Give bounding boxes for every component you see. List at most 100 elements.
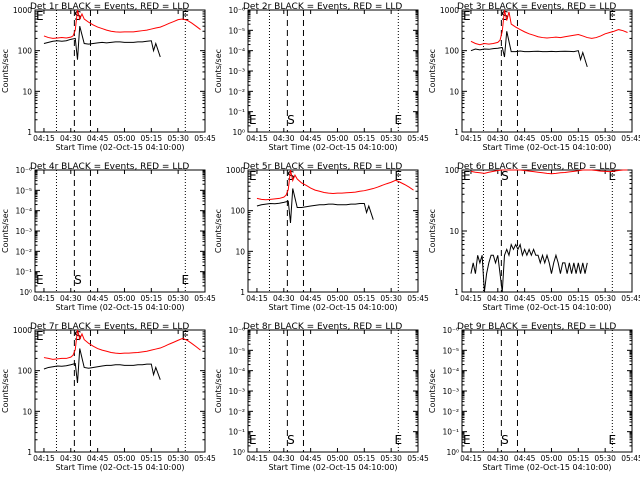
- y-tick-label: 10⁻¹: [228, 108, 245, 117]
- marker-s: S: [74, 273, 82, 287]
- x-tick-label: 05:45: [407, 294, 429, 303]
- x-tick-label: 04:45: [300, 454, 322, 463]
- y-tick-label: 10⁻³: [15, 227, 32, 236]
- x-tick-label: 04:45: [514, 454, 536, 463]
- marker-e-left: E: [249, 113, 257, 127]
- x-tick-label: 04:15: [33, 134, 55, 143]
- y-tick-label: 10: [235, 247, 245, 256]
- y-tick-label: 10⁻³: [442, 387, 459, 396]
- y-axis-label: Counts/sec: [1, 209, 10, 253]
- y-tick-label: 100: [231, 207, 246, 216]
- panel-title: Det 5r BLACK = Events, RED = LLD: [243, 162, 402, 172]
- y-tick-label: 10⁻¹: [15, 268, 32, 277]
- chart-panel-9r: Det 9r BLACK = Events, RED = LLD 04:15 04:…: [428, 322, 640, 472]
- x-tick-label: 05:00: [114, 294, 136, 303]
- x-tick-label: 05:45: [407, 454, 429, 463]
- x-axis-label: Start Time (02-Oct-15 04:10:00): [482, 463, 611, 472]
- plot-frame: [34, 329, 206, 453]
- y-tick-label: 10⁰: [232, 128, 245, 137]
- x-tick-label: 05:45: [621, 454, 640, 463]
- x-tick-label: 05:45: [621, 134, 640, 143]
- x-axis-label: Start Time (02-Oct-15 04:10:00): [55, 143, 184, 152]
- x-tick-label: 05:15: [141, 454, 163, 463]
- panel-title: Det 6r BLACK = Events, RED = LLD: [457, 162, 616, 172]
- panel-title: Det 9r BLACK = Events, RED = LLD: [457, 322, 616, 332]
- y-tick-label: 100: [18, 367, 33, 376]
- plot-frame: [461, 329, 633, 453]
- marker-e-left: E: [249, 169, 257, 183]
- marker-e-right: E: [395, 169, 403, 183]
- x-tick-label: 04:45: [87, 134, 109, 143]
- x-tick-label: 05:30: [594, 134, 616, 143]
- plot-frame: [461, 9, 633, 133]
- y-tick-label: 10⁻⁶: [442, 326, 459, 335]
- marker-s: S: [287, 433, 295, 447]
- y-axis-label: Counts/sec: [428, 369, 437, 413]
- x-tick-label: 04:30: [60, 134, 82, 143]
- y-tick-label: 10⁻⁴: [228, 367, 245, 376]
- x-tick-label: 04:45: [300, 134, 322, 143]
- x-tick-label: 04:15: [460, 294, 482, 303]
- x-axis-label: Start Time (02-Oct-15 04:10:00): [482, 143, 611, 152]
- x-tick-label: 04:15: [246, 134, 268, 143]
- x-tick-label: 05:30: [380, 454, 402, 463]
- x-tick-label: 04:15: [460, 454, 482, 463]
- chart-panel-7r: Det 7r BLACK = Events, RED = LLD 04:15 04:…: [1, 322, 216, 472]
- marker-s: S: [501, 9, 509, 23]
- y-axis-label: Counts/sec: [1, 49, 10, 93]
- marker-s: S: [287, 113, 295, 127]
- panel-title: Det 7r BLACK = Events, RED = LLD: [30, 322, 189, 332]
- x-tick-label: 05:30: [594, 454, 616, 463]
- y-tick-label: 1: [240, 288, 245, 297]
- y-tick-label: 10⁻⁴: [15, 207, 32, 216]
- marker-e-right: E: [395, 433, 403, 447]
- marker-e-right: E: [182, 329, 190, 343]
- marker-e-right: E: [395, 113, 403, 127]
- marker-e-left: E: [36, 9, 44, 23]
- marker-e-left: E: [36, 273, 44, 287]
- plot-frame: [34, 9, 206, 133]
- series-line-events: [256, 188, 374, 223]
- panel-title: Det 3r BLACK = Events, RED = LLD: [457, 2, 616, 12]
- chart-panel-3r: Det 3r BLACK = Events, RED = LLD 04:15 04:…: [428, 2, 640, 152]
- panel-title: Det 4r BLACK = Events, RED = LLD: [30, 162, 189, 172]
- x-axis-label: Start Time (02-Oct-15 04:10:00): [268, 463, 397, 472]
- marker-e-right: E: [609, 9, 617, 23]
- panel-title: Det 1r BLACK = Events, RED = LLD: [30, 2, 189, 12]
- x-tick-label: 05:15: [568, 294, 590, 303]
- y-tick-label: 10: [449, 227, 459, 236]
- y-tick-label: 10⁰: [19, 288, 32, 297]
- y-tick-label: 10⁻³: [228, 387, 245, 396]
- y-tick-label: 10⁻⁴: [442, 367, 459, 376]
- marker-e-left: E: [249, 433, 257, 447]
- series-line-lld: [43, 9, 201, 39]
- x-tick-label: 04:30: [60, 294, 82, 303]
- y-tick-label: 10⁻⁶: [228, 326, 245, 335]
- series-line-lld: [43, 329, 201, 360]
- marker-s: S: [287, 169, 295, 183]
- x-tick-label: 05:30: [167, 134, 189, 143]
- y-tick-label: 10⁻⁶: [15, 166, 32, 175]
- series-line-lld: [256, 169, 414, 201]
- x-axis-label: Start Time (02-Oct-15 04:10:00): [55, 303, 184, 312]
- y-tick-label: 10⁻¹: [228, 428, 245, 437]
- marker-e-right: E: [182, 273, 190, 287]
- x-tick-label: 04:45: [87, 294, 109, 303]
- x-tick-label: 04:45: [514, 294, 536, 303]
- plot-frame: [247, 329, 419, 453]
- panel-title: Det 2r BLACK = Events, RED = LLD: [243, 2, 402, 12]
- plot-frame: [247, 169, 419, 293]
- marker-e-right: E: [609, 433, 617, 447]
- x-tick-label: 05:00: [327, 134, 349, 143]
- panel-title: Det 8r BLACK = Events, RED = LLD: [243, 322, 402, 332]
- y-tick-label: 10⁻⁵: [442, 346, 459, 355]
- y-tick-label: 100: [445, 166, 460, 175]
- x-tick-label: 04:15: [33, 454, 55, 463]
- y-axis-label: Counts/sec: [428, 49, 437, 93]
- y-tick-label: 10⁻²: [228, 87, 245, 96]
- x-tick-label: 05:00: [541, 454, 563, 463]
- y-tick-label: 10: [22, 407, 32, 416]
- x-tick-label: 04:45: [300, 294, 322, 303]
- x-tick-label: 05:30: [167, 454, 189, 463]
